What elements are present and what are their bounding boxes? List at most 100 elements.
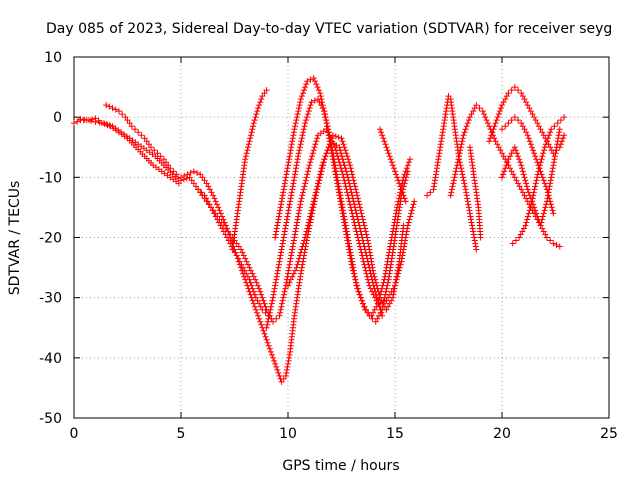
data-point-interp: [521, 192, 528, 199]
data-point-interp: [241, 267, 248, 274]
data-point-interp: [500, 171, 507, 178]
data-point: [297, 96, 304, 103]
data-point-interp: [126, 120, 133, 127]
data-point-interp: [364, 255, 371, 262]
data-point-interp: [211, 195, 218, 202]
data-point-interp: [533, 177, 540, 184]
series-sat-m: [447, 102, 563, 250]
data-point-interp: [540, 177, 547, 184]
data-point-interp: [252, 114, 259, 121]
data-point-interp: [286, 204, 293, 211]
data-point: [109, 105, 116, 112]
data-point: [516, 234, 523, 241]
data-point-interp: [349, 258, 356, 265]
data-point-interp: [544, 189, 551, 196]
data-point-interp: [260, 297, 267, 304]
data-point-interp: [334, 177, 341, 184]
data-point-interp: [355, 288, 362, 295]
data-point-interp: [513, 177, 520, 184]
data-point: [282, 222, 289, 229]
data-point: [255, 105, 262, 112]
data-point-interp: [526, 207, 533, 214]
data-point-interp: [312, 192, 319, 199]
data-point-interp: [281, 231, 288, 238]
data-point-interp: [300, 240, 307, 247]
data-point-interp: [278, 249, 285, 256]
data-point-interp: [448, 189, 455, 196]
data-point-interp: [452, 168, 459, 175]
data-point-interp: [495, 111, 502, 118]
data-point-interp: [369, 276, 376, 283]
data-point-interp: [489, 129, 496, 136]
data-point-interp: [359, 234, 366, 241]
data-point-interp: [310, 147, 317, 154]
data-point: [214, 216, 221, 223]
series-sat-h: [263, 96, 411, 331]
data-point-interp: [300, 129, 307, 136]
y-tick-label: -30: [39, 291, 62, 307]
data-point-interp: [519, 168, 526, 175]
data-point-interp: [547, 237, 554, 244]
data-point-interp: [285, 360, 291, 367]
data-point-interp: [284, 213, 291, 220]
data-point-interp: [534, 159, 541, 166]
data-point: [505, 90, 512, 97]
data-point-interp: [470, 231, 477, 238]
data-marks: [71, 75, 568, 385]
data-point-interp: [345, 240, 352, 247]
data-point-interp: [343, 168, 350, 175]
data-point-interp: [371, 285, 378, 292]
data-point-interp: [372, 288, 379, 295]
data-point-interp: [471, 234, 478, 241]
data-point-interp: [534, 120, 541, 127]
data-point: [216, 207, 223, 214]
data-point-interp: [266, 309, 273, 316]
data-point-interp: [461, 183, 468, 190]
data-point-interp: [392, 168, 398, 175]
data-point-interp: [522, 177, 529, 184]
data-point-interp: [303, 174, 310, 181]
data-point-interp: [212, 198, 219, 205]
data-point-interp: [460, 177, 467, 184]
data-point-interp: [293, 225, 300, 232]
data-point-interp: [304, 168, 311, 175]
data-point: [207, 204, 214, 211]
data-point-interp: [286, 261, 293, 268]
data-point-interp: [462, 126, 469, 133]
data-point-interp: [297, 201, 304, 208]
data-point-interp: [256, 300, 263, 307]
data-point-interp: [343, 225, 350, 232]
data-point-interp: [547, 180, 554, 187]
data-point-interp: [252, 276, 259, 283]
data-point: [379, 312, 386, 319]
data-point-interp: [313, 138, 320, 145]
data-point: [469, 222, 476, 229]
data-point-interp: [346, 243, 353, 250]
data-point: [509, 240, 516, 247]
data-point-interp: [247, 132, 254, 139]
data-point-interp: [271, 285, 278, 292]
data-point-interp: [340, 207, 347, 214]
data-point-interp: [222, 231, 229, 238]
data-point-interp: [487, 135, 494, 142]
data-point-interp: [401, 195, 408, 202]
data-point-interp: [285, 159, 292, 166]
data-point-interp: [540, 147, 547, 154]
data-point-interp: [217, 210, 224, 217]
data-point-interp: [391, 285, 398, 292]
data-point: [511, 84, 518, 91]
data-point-interp: [292, 168, 299, 175]
data-point-interp: [451, 174, 458, 181]
data-point: [499, 126, 505, 133]
y-tick-label: -50: [39, 411, 62, 427]
data-point-interp: [284, 363, 291, 370]
data-point-interp: [251, 303, 258, 310]
data-point-interp: [249, 126, 256, 133]
data-point: [531, 150, 538, 157]
data-point-interp: [365, 261, 372, 268]
data-point-interp: [258, 291, 265, 298]
data-point-interp: [333, 168, 340, 175]
data-point-interp: [296, 102, 303, 109]
data-point-interp: [290, 177, 297, 184]
